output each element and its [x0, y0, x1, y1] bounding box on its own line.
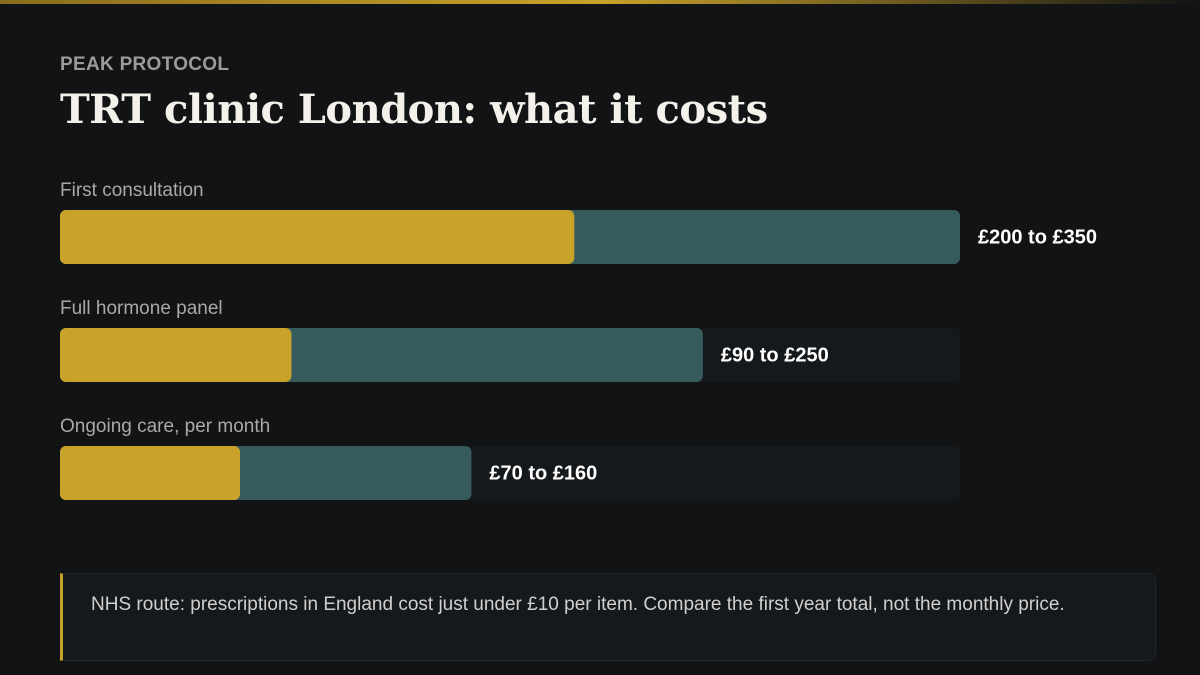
value-label: £90 to £250: [721, 344, 829, 366]
accent-line: [0, 0, 1200, 4]
chart: First consultation £200 to £350 Full hormo…: [60, 180, 1097, 500]
value-label: £200 to £350: [978, 226, 1097, 248]
bar-low: [60, 446, 240, 500]
chart-title: TRT clinic London: what it costs: [60, 86, 768, 133]
value-label: £70 to £160: [489, 462, 597, 484]
category-label: First consultation: [60, 180, 204, 201]
category-label: Full hormone panel: [60, 298, 223, 319]
note: NHS route: prescriptions in England cost…: [60, 573, 1156, 661]
bar-low: [60, 210, 575, 264]
bar-low: [60, 328, 292, 382]
category-label: Ongoing care, per month: [60, 416, 270, 437]
kicker: PEAK PROTOCOL: [60, 54, 230, 75]
